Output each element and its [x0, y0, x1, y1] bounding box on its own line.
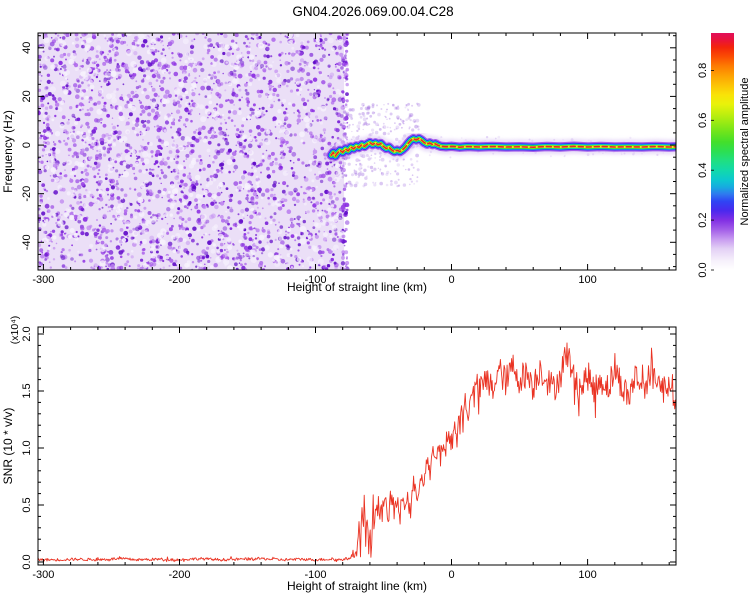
svg-text:1.5: 1.5	[21, 383, 33, 398]
svg-text:-200: -200	[168, 274, 190, 286]
svg-text:-100: -100	[304, 569, 326, 581]
svg-text:0.0: 0.0	[21, 554, 33, 569]
colorbar: 0.0 0.2 0.4 0.6 0.8 Normalized spectral ampli…	[697, 33, 750, 278]
svg-text:0.4: 0.4	[697, 163, 709, 178]
svg-text:0: 0	[448, 569, 454, 581]
svg-text:20: 20	[21, 90, 33, 102]
snr-line-content	[38, 342, 676, 563]
svg-text:0.5: 0.5	[21, 497, 33, 512]
svg-text:100: 100	[578, 274, 596, 286]
svg-text:0: 0	[448, 274, 454, 286]
svg-text:-200: -200	[168, 569, 190, 581]
svg-text:1.0: 1.0	[21, 440, 33, 455]
svg-text:-40: -40	[21, 234, 33, 250]
svg-text:-100: -100	[304, 274, 326, 286]
svg-text:0: 0	[21, 142, 33, 148]
svg-text:0.8: 0.8	[697, 63, 709, 78]
colorbar-label: Normalized spectral amplitude	[739, 78, 750, 226]
svg-text:-300: -300	[32, 569, 54, 581]
svg-text:2.0: 2.0	[21, 326, 33, 341]
chart-title: GN04.2026.069.00.04.C28	[292, 4, 453, 19]
svg-text:0.6: 0.6	[697, 113, 709, 128]
bottom-y-axis-label: SNR (10 * v/v)	[1, 408, 15, 485]
top-x-axis-label: Height of straight line (km)	[287, 280, 427, 294]
bottom-x-axis-label: Height of straight line (km)	[287, 579, 427, 593]
top-y-axis-label: Frequency (Hz)	[1, 110, 15, 193]
svg-text:0.0: 0.0	[697, 262, 709, 277]
svg-text:-20: -20	[21, 186, 33, 202]
spectrogram-content	[38, 33, 676, 270]
svg-text:100: 100	[578, 569, 596, 581]
svg-text:0.2: 0.2	[697, 212, 709, 227]
svg-text:-300: -300	[32, 274, 54, 286]
snr-axes: -300 -200 -100 0 100 0.0 0.5 1.0 1.5 2.0 Height of…	[1, 316, 677, 593]
svg-text:40: 40	[21, 42, 33, 54]
y-axis-scale-label: (x10⁴)	[9, 316, 21, 344]
